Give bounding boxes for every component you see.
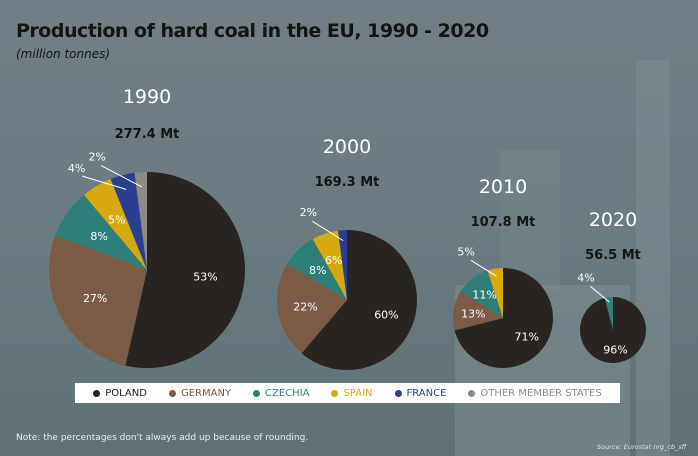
pie-slice-spain xyxy=(312,230,347,300)
slice-data-label: 96% xyxy=(603,344,627,357)
pie-total-label: 169.3 Mt xyxy=(315,175,380,190)
legend-label: SPAIN xyxy=(343,387,373,399)
slice-data-label: 5% xyxy=(457,246,474,259)
pie-slice-france xyxy=(338,230,347,300)
pie-slice-germany xyxy=(452,291,503,331)
pie-slice-poland xyxy=(454,268,553,368)
pie-slice-czechia xyxy=(55,194,148,270)
slice-data-label: 13% xyxy=(461,307,485,320)
pie-total-label: 56.5 Mt xyxy=(585,248,641,263)
legend-item-france: FRANCE xyxy=(394,387,447,399)
slice-data-label: 8% xyxy=(90,230,107,243)
legend-dot-icon xyxy=(168,389,176,397)
legend-label: POLAND xyxy=(105,387,147,399)
chart-title: Production of hard coal in the EU, 1990 … xyxy=(16,20,489,42)
legend-label: CZECHIA xyxy=(265,387,310,399)
legend-item-czechia: CZECHIA xyxy=(253,388,309,399)
slice-data-label: 2% xyxy=(300,206,317,219)
slice-data-label: 4% xyxy=(577,272,594,285)
pie-slice-czechia xyxy=(604,297,613,330)
slice-data-label: 22% xyxy=(293,301,317,314)
slice-data-label: 27% xyxy=(83,292,107,305)
chart-subtitle: (million tonnes) xyxy=(16,47,111,61)
legend: POLAND GERMANY CZECHIA SPAIN FRANCE OTHER MEM… xyxy=(75,383,620,403)
legend-item-spain: SPAIN xyxy=(331,387,373,399)
pie-slice-czechia xyxy=(460,270,503,318)
slice-data-label: 4% xyxy=(68,162,85,175)
leader-line xyxy=(82,175,127,190)
pie-year-label: 1990 xyxy=(123,86,171,108)
slice-data-label: 2% xyxy=(88,150,105,163)
legend-dot-icon xyxy=(468,389,476,397)
pie-total-label: 277.4 Mt xyxy=(115,127,180,142)
background-tower xyxy=(500,150,560,290)
legend-dot-icon xyxy=(253,389,261,397)
pie-slice-poland xyxy=(125,172,245,368)
pie-slice-spain xyxy=(487,268,503,318)
legend-label: OTHER MEMBER STATES xyxy=(480,387,602,399)
background-chimney xyxy=(636,60,670,456)
slice-data-label: 8% xyxy=(309,264,326,277)
legend-label: FRANCE xyxy=(406,387,447,399)
pie-year-label: 2000 xyxy=(323,136,371,158)
slice-data-label: 6% xyxy=(325,254,342,267)
leader-line xyxy=(590,286,610,303)
legend-label: GERMANY xyxy=(180,387,232,399)
slice-data-label: 11% xyxy=(472,288,496,301)
pie-slice-germany xyxy=(48,235,147,366)
pie-total-label: 107.8 Mt xyxy=(471,215,536,230)
slice-data-label: 53% xyxy=(193,271,217,284)
slice-data-label: 60% xyxy=(374,309,398,322)
pie-slice-czechia xyxy=(287,239,347,300)
pie-slice-spain xyxy=(84,179,147,270)
pie-year-label: 2010 xyxy=(479,176,527,198)
source-note: Source: Eurostat nrg_cb_sff xyxy=(597,443,687,451)
slice-data-label: 71% xyxy=(514,330,538,343)
pie-year-label: 2020 xyxy=(589,209,637,231)
leader-line xyxy=(470,259,497,277)
legend-dot-icon xyxy=(331,389,339,397)
slice-data-label: 5% xyxy=(108,214,125,227)
legend-item-germany: GERMANY xyxy=(168,387,232,399)
legend-item-poland: POLAND xyxy=(93,388,147,399)
pie-slice-france xyxy=(110,172,147,270)
leader-line xyxy=(312,220,344,242)
pie-slice-poland xyxy=(301,230,418,370)
footnote: Note: the percentages don't always add u… xyxy=(16,433,309,443)
leader-line xyxy=(100,165,142,188)
pie-slice-other-member-states xyxy=(134,172,147,270)
legend-item-other-member-states: OTHER MEMBER STATES xyxy=(468,387,602,399)
legend-dot-icon xyxy=(93,389,101,397)
legend-dot-icon xyxy=(394,389,402,397)
pie-slice-germany xyxy=(277,263,347,354)
